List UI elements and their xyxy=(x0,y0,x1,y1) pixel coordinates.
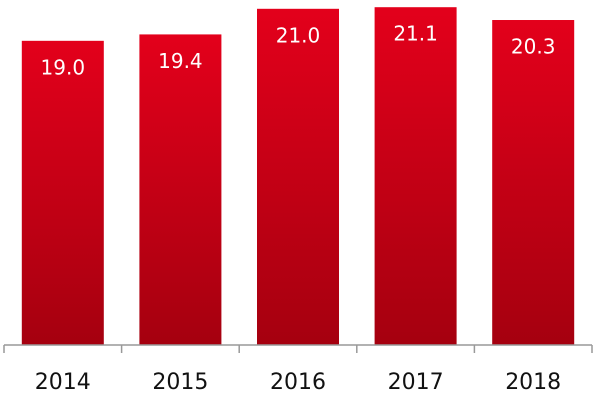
bar xyxy=(374,7,457,346)
x-tick-label: 2017 xyxy=(388,370,444,395)
value-label: 20.3 xyxy=(511,35,556,59)
value-label: 21.1 xyxy=(393,22,438,46)
bar xyxy=(21,40,104,346)
value-label: 19.4 xyxy=(158,49,203,73)
bar xyxy=(139,34,222,345)
value-label: 19.0 xyxy=(41,55,86,79)
bar xyxy=(257,8,339,345)
value-label: 21.0 xyxy=(276,23,321,47)
x-tick-label: 2014 xyxy=(35,370,91,395)
x-tick-label: 2018 xyxy=(505,370,561,395)
x-tick-label: 2015 xyxy=(152,370,208,395)
x-tick-label: 2016 xyxy=(270,370,326,395)
bar xyxy=(492,20,575,345)
